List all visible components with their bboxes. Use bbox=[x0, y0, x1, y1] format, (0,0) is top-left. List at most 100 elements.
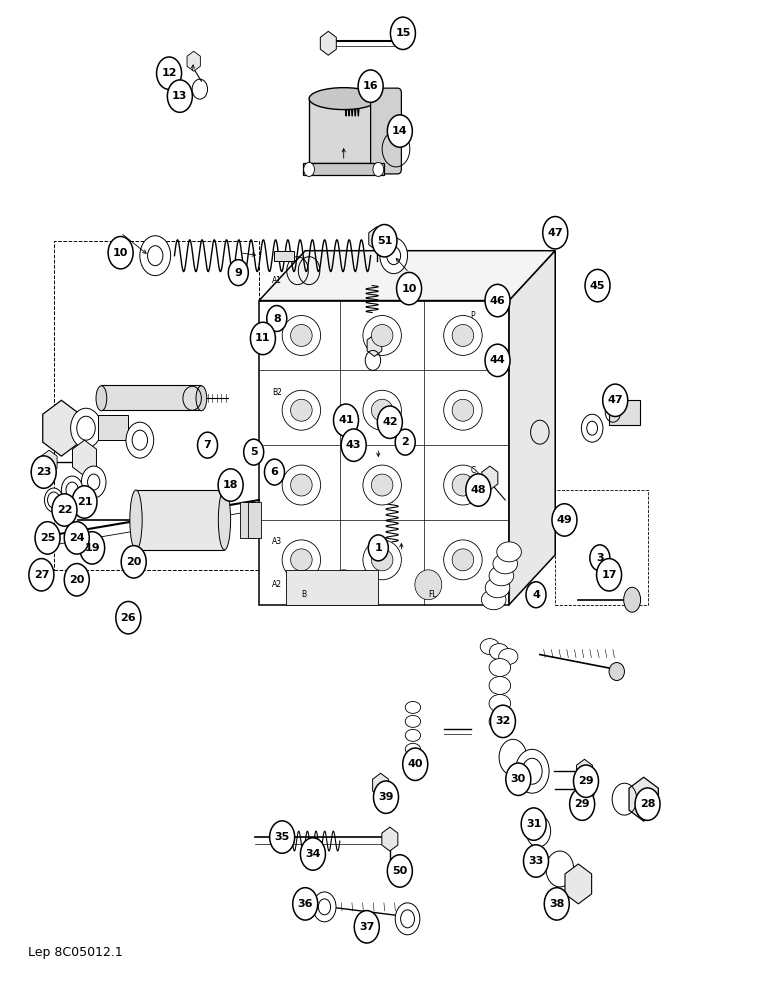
Ellipse shape bbox=[282, 540, 320, 580]
Ellipse shape bbox=[196, 386, 207, 411]
Text: 14: 14 bbox=[392, 126, 408, 136]
Circle shape bbox=[358, 70, 383, 102]
Ellipse shape bbox=[371, 474, 393, 496]
Circle shape bbox=[391, 17, 415, 50]
Circle shape bbox=[218, 469, 243, 501]
Circle shape bbox=[506, 763, 531, 795]
Text: 36: 36 bbox=[297, 899, 313, 909]
Polygon shape bbox=[382, 827, 398, 851]
Text: 23: 23 bbox=[36, 467, 52, 477]
Circle shape bbox=[269, 821, 295, 853]
Circle shape bbox=[121, 546, 146, 578]
Ellipse shape bbox=[363, 540, 401, 580]
Text: B1: B1 bbox=[273, 311, 282, 320]
Text: 41: 41 bbox=[338, 415, 354, 425]
Text: 9: 9 bbox=[235, 268, 242, 278]
Polygon shape bbox=[629, 777, 659, 821]
Ellipse shape bbox=[489, 566, 513, 586]
Polygon shape bbox=[97, 415, 128, 440]
Circle shape bbox=[388, 855, 412, 887]
Ellipse shape bbox=[452, 474, 474, 496]
Circle shape bbox=[581, 414, 603, 442]
Text: A3: A3 bbox=[273, 537, 283, 546]
Polygon shape bbox=[565, 864, 591, 904]
Text: 11: 11 bbox=[256, 333, 271, 343]
Polygon shape bbox=[609, 400, 640, 425]
Text: 16: 16 bbox=[363, 81, 378, 91]
Ellipse shape bbox=[282, 465, 320, 505]
Circle shape bbox=[303, 162, 314, 176]
Circle shape bbox=[354, 911, 379, 943]
Text: 4: 4 bbox=[532, 590, 540, 600]
Text: 24: 24 bbox=[69, 533, 85, 543]
Polygon shape bbox=[136, 490, 225, 550]
Circle shape bbox=[590, 545, 610, 571]
Circle shape bbox=[597, 559, 621, 591]
Text: C: C bbox=[471, 466, 476, 475]
Ellipse shape bbox=[405, 729, 421, 741]
Polygon shape bbox=[303, 163, 384, 175]
Text: 22: 22 bbox=[56, 505, 73, 515]
Circle shape bbox=[229, 260, 249, 286]
Text: Lep 8C05012.1: Lep 8C05012.1 bbox=[29, 946, 123, 959]
Circle shape bbox=[521, 808, 547, 840]
Circle shape bbox=[395, 429, 415, 455]
Text: 37: 37 bbox=[359, 922, 374, 932]
Circle shape bbox=[490, 705, 516, 738]
Ellipse shape bbox=[309, 88, 378, 110]
Text: B2: B2 bbox=[273, 388, 282, 397]
Ellipse shape bbox=[489, 644, 509, 660]
Circle shape bbox=[380, 238, 408, 274]
Circle shape bbox=[585, 269, 610, 302]
Ellipse shape bbox=[282, 390, 320, 430]
Polygon shape bbox=[577, 759, 592, 783]
Circle shape bbox=[267, 306, 286, 331]
Ellipse shape bbox=[444, 465, 482, 505]
Text: 48: 48 bbox=[470, 485, 486, 495]
Polygon shape bbox=[309, 145, 398, 163]
Circle shape bbox=[341, 429, 366, 461]
Text: 39: 39 bbox=[378, 792, 394, 802]
Text: 8: 8 bbox=[273, 314, 281, 324]
Circle shape bbox=[378, 406, 402, 438]
Text: 6: 6 bbox=[270, 467, 279, 477]
Ellipse shape bbox=[415, 570, 442, 600]
Ellipse shape bbox=[405, 743, 421, 755]
Text: A2: A2 bbox=[273, 580, 282, 589]
Circle shape bbox=[300, 838, 326, 870]
Circle shape bbox=[526, 582, 546, 608]
Text: 2: 2 bbox=[401, 437, 409, 447]
Ellipse shape bbox=[444, 390, 482, 430]
Circle shape bbox=[126, 422, 154, 458]
Polygon shape bbox=[187, 51, 201, 71]
Polygon shape bbox=[259, 301, 509, 605]
Text: 7: 7 bbox=[204, 440, 212, 450]
Text: 13: 13 bbox=[172, 91, 188, 101]
Text: 17: 17 bbox=[601, 570, 617, 580]
Polygon shape bbox=[42, 400, 80, 456]
Ellipse shape bbox=[290, 474, 312, 496]
Polygon shape bbox=[275, 251, 293, 261]
Circle shape bbox=[388, 115, 412, 147]
Text: 12: 12 bbox=[161, 68, 177, 78]
Ellipse shape bbox=[371, 324, 393, 346]
Ellipse shape bbox=[609, 663, 625, 680]
Ellipse shape bbox=[444, 540, 482, 580]
Ellipse shape bbox=[218, 490, 231, 550]
Ellipse shape bbox=[130, 490, 142, 550]
Circle shape bbox=[62, 476, 83, 504]
Circle shape bbox=[515, 749, 549, 793]
Circle shape bbox=[395, 903, 420, 935]
Text: B3: B3 bbox=[273, 466, 282, 475]
Circle shape bbox=[543, 217, 567, 249]
Ellipse shape bbox=[489, 659, 510, 677]
Text: 49: 49 bbox=[557, 515, 572, 525]
Circle shape bbox=[116, 601, 141, 634]
Polygon shape bbox=[373, 773, 388, 797]
Text: 46: 46 bbox=[489, 296, 506, 306]
Ellipse shape bbox=[363, 465, 401, 505]
Polygon shape bbox=[41, 450, 57, 474]
Ellipse shape bbox=[330, 570, 357, 600]
Circle shape bbox=[544, 888, 569, 920]
Polygon shape bbox=[509, 251, 555, 605]
